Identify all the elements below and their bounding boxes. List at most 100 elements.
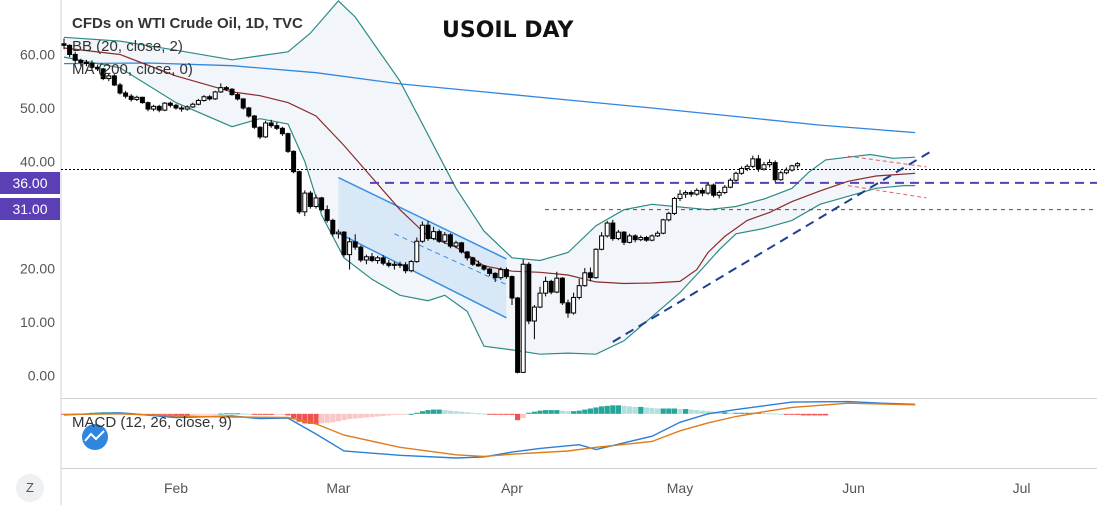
candle-body (302, 192, 308, 213)
x-tick-label: Jun (842, 480, 865, 496)
ma200-line (63, 62, 916, 134)
y-tick-label: 10.00 (20, 314, 55, 330)
macd-histogram-bar (279, 413, 285, 415)
candle-body (257, 126, 263, 138)
candle-body (643, 237, 649, 241)
macd-histogram-bar (391, 413, 397, 415)
candle-body (610, 222, 616, 240)
candle-body (615, 231, 621, 240)
macd-histogram-bar (302, 413, 308, 424)
macd-histogram-bar (526, 412, 532, 414)
channel-upper-line (338, 176, 507, 260)
macd-histogram-bar (436, 409, 442, 414)
macd-histogram-bar (610, 405, 616, 414)
candle-body (582, 272, 588, 287)
macd-histogram-bar (806, 413, 812, 416)
candle-body (324, 209, 330, 221)
candle-body (195, 99, 201, 105)
macd-histogram-bar (582, 409, 588, 414)
macd-histogram-bar (313, 413, 319, 424)
candle-body (604, 222, 610, 237)
macd-histogram-bar (240, 413, 246, 415)
macd-histogram-bar (615, 405, 621, 414)
macd-histogram-bar (638, 406, 644, 414)
candle-body (391, 263, 397, 266)
candle-body (755, 158, 761, 170)
macd-histogram-bar (515, 413, 521, 421)
candle-body (358, 246, 364, 261)
macd-histogram-bar (263, 413, 269, 415)
candle-body (767, 162, 773, 166)
macd-histogram-bar (699, 410, 705, 414)
candle-body (341, 231, 347, 256)
macd-histogram-bar (246, 413, 252, 415)
candle-body (503, 269, 509, 278)
candle-body (655, 232, 661, 237)
candle-body (296, 171, 302, 213)
candle-body (436, 231, 442, 242)
candle-body (352, 241, 358, 248)
macd-histogram-bar (795, 413, 801, 415)
candle-body (688, 192, 694, 195)
ma-label: MA (200, close, 0) (72, 61, 193, 78)
macd-histogram-bar (414, 412, 420, 414)
macd-histogram-bar (380, 413, 386, 416)
macd-histogram-bar (727, 412, 733, 414)
candle-body (565, 302, 571, 314)
candle-body (117, 84, 123, 94)
wedge-line (847, 155, 927, 168)
candle-body (218, 87, 224, 93)
candle-body (291, 150, 297, 173)
symbol-label: CFDs on WTI Crude Oil, 1D, TVC (72, 15, 303, 32)
macd-histogram-bar (587, 408, 593, 414)
macd-histogram-bar (442, 410, 448, 414)
y-tick-label: 20.00 (20, 261, 55, 277)
candle-body (733, 172, 739, 181)
macd-histogram-bar (767, 413, 773, 415)
candle-body (246, 107, 252, 117)
candle-body (699, 189, 705, 194)
candle-body (151, 105, 157, 110)
macd-histogram-bar (800, 413, 806, 416)
macd-histogram-bar (257, 413, 263, 415)
candle-body (744, 165, 750, 169)
candle-body (179, 107, 185, 110)
candle-body (156, 105, 162, 111)
macd-histogram-bar (184, 413, 190, 416)
macd-histogram-bar (554, 410, 560, 414)
macd-histogram-bar (643, 407, 649, 414)
macd-histogram-bar (778, 413, 784, 415)
candle-body (67, 44, 73, 55)
candle-body (739, 167, 745, 174)
candle-body (711, 184, 717, 196)
macd-histogram-bar (151, 413, 157, 415)
candle-body (397, 263, 403, 266)
price-badge-31: 31.00 (0, 198, 60, 220)
macd-histogram-bar (492, 413, 498, 415)
macd-histogram-bar (285, 413, 291, 416)
candle-body (593, 248, 599, 279)
candle-body (190, 103, 196, 108)
macd-histogram-bar (621, 405, 627, 414)
macd-histogram-bar (543, 410, 549, 414)
macd-histogram-bar (537, 410, 543, 414)
candle-body (229, 88, 235, 96)
macd-histogram-bar (772, 413, 778, 415)
candle-body (716, 192, 722, 196)
macd-histogram-bar (330, 413, 336, 423)
candle-body (251, 115, 257, 128)
macd-histogram-bar (761, 413, 767, 415)
macd-histogram-bar (431, 409, 437, 414)
macd-histogram-bar (296, 413, 302, 422)
candle-body (464, 251, 470, 259)
macd-histogram-bar (688, 409, 694, 414)
candle-body (414, 240, 420, 263)
candle-body (638, 237, 644, 241)
candle-body (442, 234, 448, 242)
candle-body (268, 122, 274, 127)
candle-body (481, 265, 487, 270)
candle-body (649, 235, 655, 241)
zoom-button[interactable]: Z (16, 474, 44, 502)
